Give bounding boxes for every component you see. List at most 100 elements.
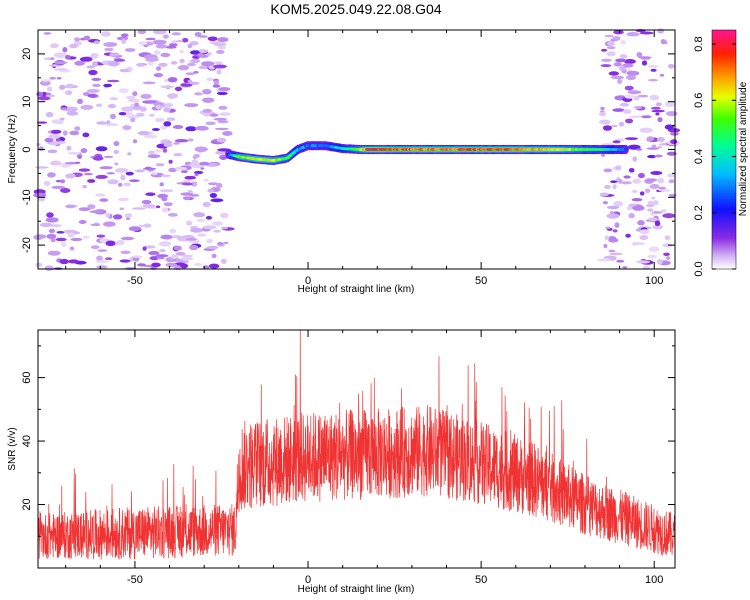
spectrogram-noise-blob [124,213,133,218]
spectrogram-noise-blob [196,218,206,223]
spectrogram-noise-blob [161,197,168,202]
spectrogram-noise-blob [107,103,117,109]
spectrogram-noise-blob [652,224,663,230]
spectrogram-noise-blob [148,113,155,118]
spectrogram-noise-blob [116,239,125,246]
spectrogram-noise-blob [181,182,194,186]
spectrogram-noise-blob [616,259,625,263]
spectrogram-noise-blob [109,97,119,101]
x-tick-label: 100 [645,275,663,287]
spectrogram-noise-blob [180,192,194,196]
spectrogram-noise-blob [127,98,140,103]
spectrogram-noise-blob [645,204,655,208]
spectrogram-noise-blob [153,50,161,55]
spectrogram-noise-blob [166,117,176,121]
spectrogram-noise-blob [650,171,663,175]
spectrogram-signal-track [225,141,629,166]
spectrogram-noise-blob [90,245,100,250]
spectrogram-noise-blob [175,251,186,256]
spectrogram-noise-blob [184,103,199,108]
spectrogram-noise-blob [114,58,126,62]
spectrogram-noise-blob [657,177,665,184]
spectrogram-noise-blob [160,85,174,89]
spectrogram-noise-blob [47,250,61,256]
spectrogram-noise-blob [113,149,120,154]
spectrogram-noise-blob [137,29,147,35]
spectrogram-noise-blob [182,196,191,201]
spectrogram-noise-blob [604,185,611,189]
spectrogram-noise-blob [74,126,81,131]
spectrogram-noise-blob [658,186,666,190]
spectrogram-noise-blob [92,156,104,161]
spectrogram-noise-blob [158,62,168,67]
spectrogram-noise-blob [47,172,56,178]
spectrogram-noise-blob [646,178,658,182]
spectrogram-noise-blob [163,107,171,113]
spectrogram-noise-blob [159,182,164,187]
spectrogram-noise-blob [610,180,618,183]
spectrogram-noise-blob [77,98,83,104]
spectrogram-noise-blob [155,44,168,49]
spectrogram-noise-blob [147,150,155,155]
spectrogram-noise-blob [601,58,612,62]
spectrogram-noise-blob [626,70,640,76]
spectrogram-noise-blob [190,58,201,64]
spectrogram-noise-blob [144,245,156,249]
spectrogram-noise-blob [625,118,634,124]
spectrogram-noise-blob [171,32,182,36]
spectrogram-noise-blob [160,234,173,240]
spectrogram-noise-blob [49,224,62,228]
spectrogram-noise-blob [193,170,204,175]
spectrogram-noise-blob [218,105,228,110]
spectrogram-noise-blob [194,262,202,267]
spectrogram-noise-blob [118,182,123,187]
spectrogram-noise-blob [668,179,675,184]
spectrogram-noise-blob [95,174,108,179]
spectrogram-noise-blob [654,220,661,226]
spectrogram-noise-blob [132,139,138,144]
spectrogram-noise-blob [222,131,233,136]
spectrogram-noise-blob [660,209,667,213]
colorbar-tick-label: 0.6 [693,93,705,108]
spectrogram-noise-blob [193,71,199,74]
spectrogram-noise-blob [606,205,620,210]
spectrogram-noise-blob [179,58,185,64]
spectrogram-noise-blob [626,74,636,81]
spectrogram-noise-blob [622,266,628,269]
spectrogram-noise-blob [651,144,657,148]
spectrogram-noise-blob [65,83,75,89]
spectrogram-noise-blob [217,37,229,43]
spectrogram-noise-blob [628,168,635,173]
spectrogram-noise-blob [172,125,184,129]
spectrogram-noise-blob [209,193,217,198]
spectrogram-noise-blob [600,154,606,157]
spectrogram-noise-blob [73,37,81,42]
spectrogram-noise-blob [46,233,57,239]
spectrogram-noise-blob [646,136,654,142]
spectrogram-noise-blob [168,159,173,164]
spectrogram-noise-blob [82,132,90,138]
spectrogram-noise-blob [185,72,196,75]
spectrogram-noise-blob [656,259,663,265]
figure-title: KOM5.2025.049.22.08.G04 [270,1,441,17]
spectrogram-noise-blob [64,161,78,165]
spectrogram-noise-blob [607,40,615,47]
spectrogram-noise-blob [623,175,631,179]
spectrogram-noise-blob [610,75,625,80]
spectrogram-noise-blob [99,166,113,170]
spectrogram-noise-blob [664,235,671,241]
spectrogram-noise-blob [180,83,193,87]
spectrogram-noise-blob [82,184,87,189]
x-tick-label: 0 [305,275,311,287]
spectrogram-noise-blob [92,83,101,87]
spectrogram-noise-blob [160,174,171,177]
spectrogram-noise-blob [648,65,659,68]
spectrogram-noise-blob [626,206,633,211]
spectrogram-noise-blob [80,104,94,110]
x-tick-label: 50 [475,574,487,586]
spectrogram-noise-blob [608,249,616,253]
spectrogram-noise-blob [131,255,142,258]
spectrogram-noise-blob [194,92,203,96]
spectrogram-noise-blob [219,112,232,116]
colorbar-tick-label: 0.8 [693,36,705,51]
